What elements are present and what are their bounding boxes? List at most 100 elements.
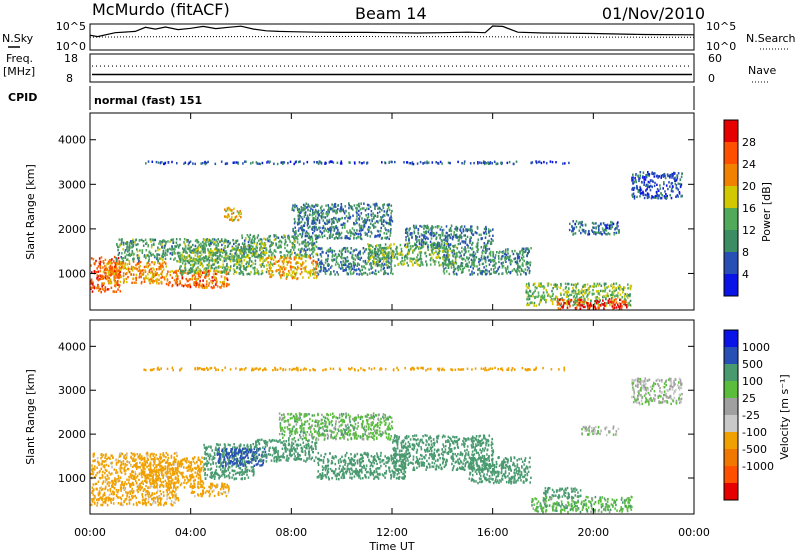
power-cell bbox=[386, 258, 388, 261]
power-cell bbox=[232, 211, 235, 215]
power-cell bbox=[330, 228, 333, 231]
power-cell bbox=[599, 304, 602, 307]
power-cell bbox=[447, 266, 450, 269]
power-cell bbox=[100, 291, 102, 294]
power-cell bbox=[150, 271, 152, 274]
power-cell bbox=[338, 266, 340, 269]
power-cell bbox=[135, 278, 137, 282]
power-cell bbox=[359, 236, 362, 239]
power-cell bbox=[113, 265, 116, 268]
power-cell bbox=[359, 208, 362, 211]
power-cell bbox=[293, 246, 296, 249]
power-cell bbox=[211, 241, 213, 244]
power-cell bbox=[469, 273, 471, 276]
power-cell bbox=[312, 222, 314, 225]
power-cell bbox=[577, 222, 580, 226]
power-cell bbox=[626, 302, 629, 305]
power-cell bbox=[472, 250, 475, 254]
power-cell bbox=[560, 302, 562, 305]
power-cell bbox=[505, 270, 507, 273]
power-cell bbox=[293, 266, 295, 269]
power-cell bbox=[303, 211, 306, 215]
power-cell bbox=[219, 286, 221, 289]
power-cell bbox=[288, 260, 290, 263]
power-cell bbox=[301, 240, 304, 244]
power-cell bbox=[370, 262, 372, 265]
power-cell bbox=[424, 242, 427, 245]
power-cell bbox=[224, 215, 227, 218]
power-cell bbox=[348, 265, 350, 269]
power-cell bbox=[408, 237, 410, 240]
power-cell bbox=[307, 276, 310, 279]
power-cell bbox=[288, 235, 290, 239]
power-cell bbox=[243, 239, 246, 242]
power-cell bbox=[439, 237, 441, 240]
power-cell bbox=[575, 306, 578, 309]
power-cell bbox=[296, 221, 299, 225]
power-cell bbox=[274, 262, 277, 265]
power-cell bbox=[627, 296, 629, 299]
power-cell bbox=[343, 247, 345, 250]
power-cell bbox=[116, 258, 118, 261]
power-cell bbox=[562, 288, 565, 292]
power-cell bbox=[292, 229, 294, 233]
power-cell bbox=[197, 245, 200, 248]
power-cell bbox=[367, 215, 370, 218]
power-cell bbox=[400, 262, 403, 266]
power-cell bbox=[97, 265, 100, 268]
power-cell bbox=[219, 258, 222, 261]
power-cell bbox=[319, 247, 321, 251]
power-cell bbox=[483, 266, 485, 269]
power-cell bbox=[574, 303, 576, 306]
power-cell bbox=[234, 217, 236, 220]
power-cell bbox=[646, 187, 648, 191]
power-cell bbox=[182, 250, 185, 253]
power-cell bbox=[221, 281, 224, 284]
power-cell bbox=[294, 236, 296, 239]
power-cell bbox=[275, 242, 277, 245]
power-cell bbox=[307, 204, 309, 207]
power-cell bbox=[181, 273, 184, 276]
power-cell bbox=[415, 235, 417, 238]
power-cell bbox=[244, 268, 247, 271]
power-cell bbox=[191, 276, 194, 279]
power-cell bbox=[679, 182, 681, 186]
power-cell bbox=[247, 265, 249, 268]
power-cell bbox=[186, 240, 188, 243]
power-cell bbox=[469, 246, 472, 250]
power-cell bbox=[606, 223, 609, 226]
power-cell bbox=[350, 231, 353, 235]
power-cell bbox=[309, 257, 312, 260]
power-cell bbox=[222, 260, 225, 263]
power-cell bbox=[293, 270, 295, 273]
power-cell bbox=[355, 206, 357, 210]
power-cell bbox=[370, 209, 373, 213]
power-cell bbox=[387, 204, 389, 207]
power-cell bbox=[594, 231, 597, 234]
power-cell bbox=[615, 226, 617, 230]
power-cell bbox=[567, 294, 570, 298]
power-cell bbox=[582, 300, 585, 303]
power-cell bbox=[542, 297, 544, 300]
power-cell bbox=[624, 303, 627, 306]
power-cell bbox=[342, 208, 344, 211]
power-cell bbox=[291, 270, 294, 274]
power-cell bbox=[202, 284, 205, 287]
power-cell bbox=[198, 270, 200, 273]
power-cell bbox=[234, 259, 236, 262]
power-cell bbox=[302, 224, 305, 227]
power-cell bbox=[194, 254, 197, 257]
power-cell bbox=[470, 225, 472, 228]
power-cell bbox=[205, 238, 208, 241]
power-cell bbox=[317, 216, 319, 220]
power-cell bbox=[543, 160, 545, 164]
power-cell bbox=[115, 269, 118, 272]
power-cell bbox=[390, 219, 392, 222]
power-cell bbox=[379, 243, 382, 247]
power-cell bbox=[162, 255, 164, 259]
power-cell bbox=[382, 206, 385, 210]
power-cell bbox=[568, 302, 571, 306]
power-cell bbox=[313, 217, 316, 220]
power-cell bbox=[189, 270, 192, 273]
power-cell bbox=[572, 220, 574, 223]
